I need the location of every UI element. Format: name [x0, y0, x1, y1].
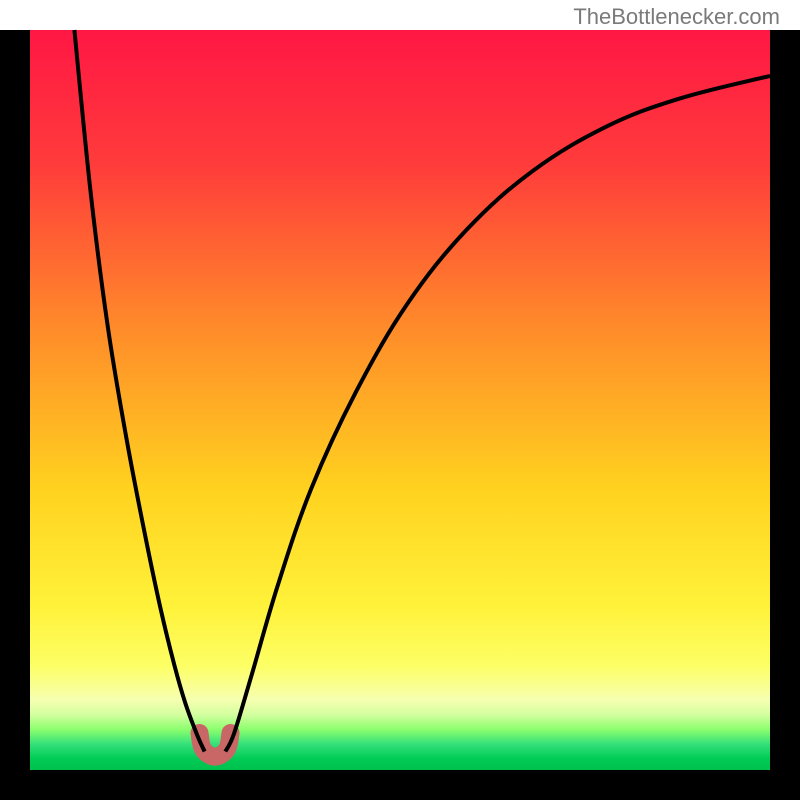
gradient-background	[30, 30, 770, 770]
frame-right	[770, 30, 800, 770]
frame-left	[0, 30, 30, 770]
watermark-text: TheBottlenecker.com	[573, 4, 780, 30]
chart-stage: TheBottlenecker.com	[0, 0, 800, 800]
frame-bottom	[0, 770, 800, 800]
chart-svg	[0, 0, 800, 800]
